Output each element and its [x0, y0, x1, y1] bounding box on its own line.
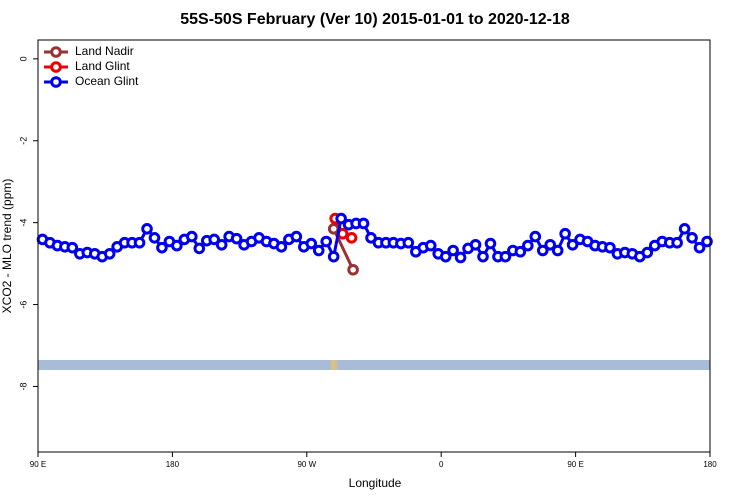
point: [522, 239, 534, 252]
point: [66, 241, 79, 254]
point: [327, 250, 340, 263]
legend-label: Land Glint: [75, 59, 130, 73]
legend-label: Ocean Glint: [75, 74, 139, 88]
point: [156, 241, 168, 254]
legend-label: Land Nadir: [75, 44, 134, 58]
y-axis-label: XCO2 - MLO trend (ppm): [0, 179, 14, 314]
point: [402, 236, 415, 249]
point: [693, 241, 706, 254]
y-tick-label: -6: [18, 301, 28, 309]
point: [678, 222, 691, 235]
map-strip: [38, 360, 710, 370]
point: [171, 239, 183, 252]
chart-title: 55S-50S February (Ver 10) 2015-01-01 to …: [180, 11, 570, 28]
legend-marker: [50, 76, 62, 88]
point: [454, 251, 467, 264]
land-speck: [331, 360, 337, 370]
point: [208, 233, 221, 246]
point: [186, 230, 198, 243]
plot-frame: [37, 39, 711, 453]
point: [312, 244, 325, 257]
point: [671, 236, 683, 249]
point: [536, 244, 549, 257]
point: [477, 250, 489, 263]
point: [641, 246, 654, 259]
legend-marker: [50, 46, 62, 58]
point: [230, 232, 243, 245]
point: [193, 242, 206, 255]
x-tick-label: 180: [166, 460, 180, 469]
legend-marker: [50, 61, 62, 73]
x-tick-label: 90 W: [297, 460, 316, 469]
point: [320, 235, 333, 248]
point: [327, 222, 340, 235]
x-tick-label: 0: [439, 460, 444, 469]
point: [148, 232, 161, 244]
x-axis-label: Longitude: [349, 476, 402, 490]
point: [335, 212, 347, 225]
point: [103, 247, 116, 260]
y-tick-label: -2: [18, 137, 28, 145]
y-tick-label: -8: [18, 382, 28, 390]
point: [484, 237, 497, 250]
x-tick-label: 90 E: [567, 460, 583, 469]
point: [514, 245, 527, 258]
point: [529, 230, 542, 243]
point: [469, 238, 482, 251]
point: [290, 230, 303, 243]
point: [133, 236, 146, 249]
point: [439, 250, 452, 263]
point: [566, 238, 579, 251]
point: [141, 222, 153, 235]
y-tick-label: 0: [18, 56, 28, 61]
point: [701, 235, 713, 248]
point: [365, 232, 377, 244]
point: [686, 232, 698, 244]
point: [544, 238, 557, 251]
point: [559, 227, 571, 240]
point: [275, 241, 288, 253]
y-tick-label: -4: [18, 219, 28, 227]
point: [215, 238, 228, 251]
point: [357, 217, 370, 230]
point: [345, 232, 358, 244]
point: [424, 239, 437, 252]
x-tick-label: 90 E: [30, 460, 46, 469]
point: [499, 250, 512, 263]
point: [447, 244, 459, 257]
x-tick-label: 180: [703, 460, 717, 469]
point: [604, 241, 616, 254]
point: [551, 244, 564, 257]
point: [347, 263, 359, 276]
point: [305, 237, 318, 250]
